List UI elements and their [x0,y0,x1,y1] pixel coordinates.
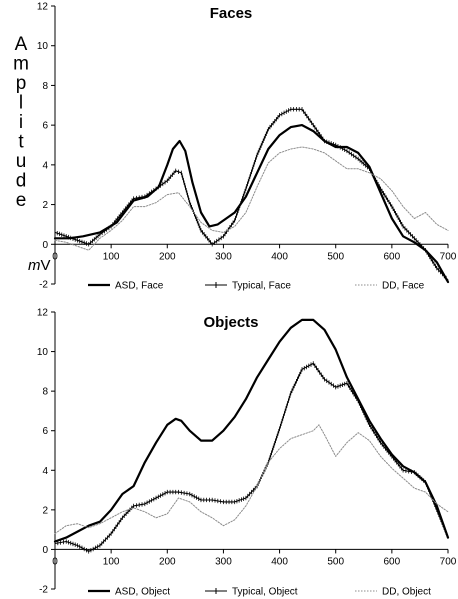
faces-y-tick-label: 4 [42,160,48,171]
objects-x-tick-label: 0 [52,556,58,567]
y-axis-unit: mV [28,257,51,274]
faces-x-tick-labels: 0 100 200 300 400 500 600 700 [52,251,457,262]
objects-legend-label-asd-object: ASD, Object [115,587,170,598]
objects-x-tick-label: 300 [215,556,232,567]
objects-x-tick-label: 200 [159,556,176,567]
faces-legend: ASD, Face Typical, Face DD, Face [88,281,425,292]
faces-x-tick-label: 500 [327,251,344,262]
objects-series-dd-object [54,424,449,535]
faces-x-tick-label: 300 [215,251,232,262]
faces-title: Faces [210,5,253,22]
faces-legend-label-asd-face: ASD, Face [115,281,164,292]
objects-x-tick-label: 100 [103,556,120,567]
faces-legend-label-typical-face: Typical, Face [232,281,291,292]
faces-x-tick-label: 700 [440,251,457,262]
faces-y-tick-label: 0 [42,240,48,251]
faces-x-tick-label: 400 [271,251,288,262]
faces-x-tick-label: 200 [159,251,176,262]
objects-series [53,318,450,554]
objects-y-tick-labels: -2 0 2 4 6 8 10 12 [37,308,49,596]
objects-legend: ASD, Object Typical, Object DD, Object [88,587,431,598]
faces-y-tick-label: 10 [37,41,49,52]
objects-y-tick-label: 6 [42,426,48,437]
objects-y-tick-label: 8 [42,387,48,398]
objects-y-tick-label: 4 [42,466,48,477]
objects-y-tick-label: 10 [37,347,49,358]
faces-y-tick-label: -2 [39,280,48,291]
faces-x-tick-label: 600 [384,251,401,262]
objects-legend-label-typical-object: Typical, Object [232,587,298,598]
faces-series [53,107,450,284]
objects-y-tick-label: -2 [39,585,48,596]
faces-series-dd-face [54,146,449,251]
faces-panel: -2 0 2 4 6 8 10 12 0 100 200 300 400 500 600 700 Faces… [13,2,457,292]
faces-y-tick-label: 2 [42,200,48,211]
objects-legend-label-dd-object: DD, Object [382,587,431,598]
faces-y-tick-labels: -2 0 2 4 6 8 10 12 [37,2,49,291]
objects-y-tick-label: 0 [42,545,48,556]
objects-x-tick-label: 400 [271,556,288,567]
faces-y-tick-label: 12 [37,2,49,13]
objects-panel: -2 0 2 4 6 8 10 12 0 100 200 300 400 500 600 700 Objec… [37,308,457,598]
faces-series-asd-face [53,124,450,284]
objects-title: Objects [203,314,258,331]
faces-y-tick-label: 8 [42,81,48,92]
objects-series-asd-object [53,318,450,543]
objects-series-typical-object [54,362,449,552]
faces-legend-label-dd-face: DD, Face [382,281,425,292]
objects-x-tick-labels: 0 100 200 300 400 500 600 700 [52,556,457,567]
objects-x-tick-label: 500 [327,556,344,567]
faces-x-tick-label: 100 [103,251,120,262]
objects-x-tick-label: 600 [384,556,401,567]
faces-x-tick-label: 0 [52,251,58,262]
faces-axes [51,5,449,285]
faces-y-tick-label: 6 [42,121,48,132]
objects-y-tick-label: 12 [37,308,49,319]
y-axis-unit-prefix: m [28,257,41,274]
y-axis-unit-base: V [41,257,51,274]
objects-y-tick-label: 2 [42,505,48,516]
objects-x-tick-label: 700 [440,556,457,567]
